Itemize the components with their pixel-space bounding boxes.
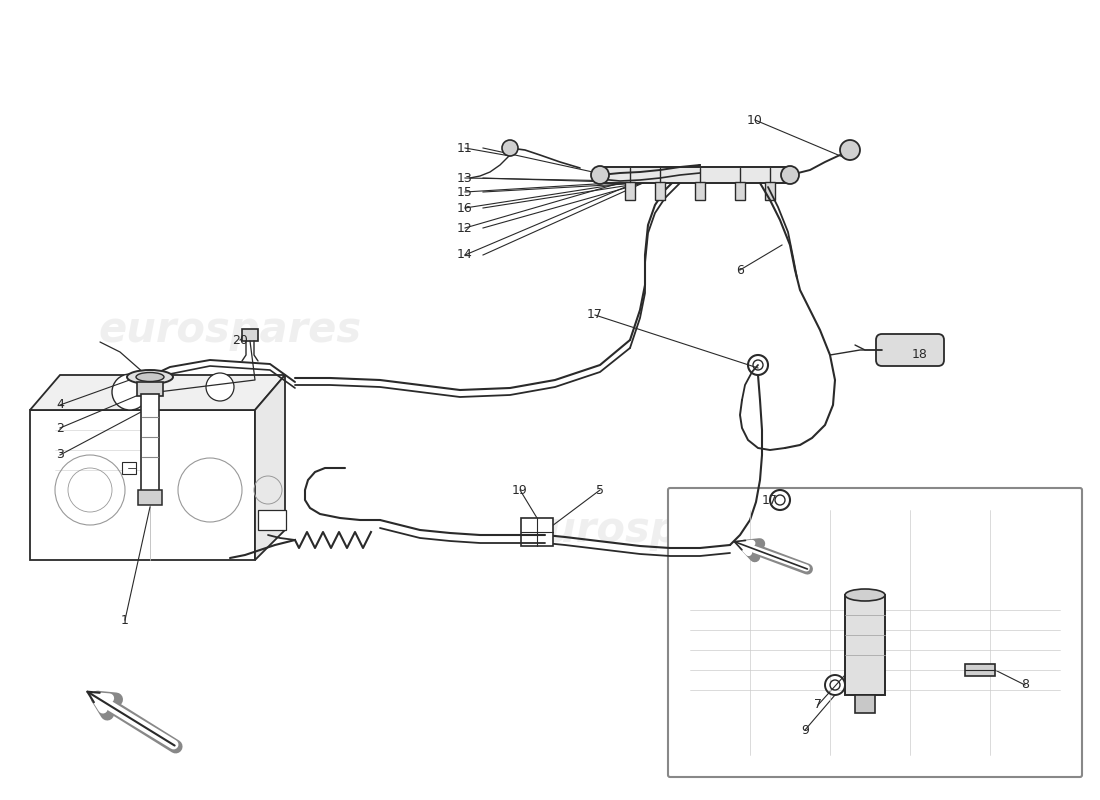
Text: eurospares: eurospares (98, 309, 362, 351)
Bar (654, 182, 666, 200)
Bar (764, 182, 776, 200)
Bar (141, 394, 160, 494)
Text: 15: 15 (458, 186, 473, 198)
Text: 9: 9 (801, 723, 808, 737)
Text: 4: 4 (56, 398, 64, 411)
Bar (138, 382, 163, 396)
Bar (965, 664, 996, 676)
Bar (600, 167, 790, 183)
Text: 7: 7 (814, 698, 822, 711)
Text: 3: 3 (56, 449, 64, 462)
Circle shape (502, 140, 518, 156)
Bar (242, 329, 258, 341)
Circle shape (781, 166, 799, 184)
Polygon shape (255, 375, 285, 560)
Text: 8: 8 (1021, 678, 1028, 691)
Text: 20: 20 (232, 334, 248, 346)
Text: 13: 13 (458, 171, 473, 185)
Circle shape (112, 374, 148, 410)
FancyBboxPatch shape (876, 334, 944, 366)
Text: 14: 14 (458, 249, 473, 262)
Bar (138, 490, 162, 505)
Ellipse shape (136, 373, 164, 382)
Circle shape (206, 373, 234, 401)
Text: 17: 17 (587, 309, 603, 322)
Text: 16: 16 (458, 202, 473, 214)
Bar (521, 518, 553, 546)
Bar (855, 695, 875, 713)
Text: 6: 6 (736, 263, 744, 277)
Polygon shape (30, 410, 255, 560)
Bar (122, 462, 136, 474)
Bar (845, 595, 886, 695)
Bar (735, 182, 745, 200)
Text: 10: 10 (747, 114, 763, 126)
Text: 5: 5 (596, 483, 604, 497)
Text: 18: 18 (912, 349, 928, 362)
Polygon shape (30, 375, 285, 410)
Text: 19: 19 (513, 483, 528, 497)
Bar (695, 182, 705, 200)
Ellipse shape (845, 589, 886, 601)
Text: eurospares: eurospares (518, 509, 782, 551)
Text: 11: 11 (458, 142, 473, 154)
Circle shape (591, 166, 609, 184)
Bar (625, 182, 635, 200)
Circle shape (840, 140, 860, 160)
Text: 1: 1 (121, 614, 129, 626)
Text: 17: 17 (762, 494, 778, 506)
Text: 2: 2 (56, 422, 64, 434)
FancyBboxPatch shape (668, 488, 1082, 777)
Bar (258, 510, 286, 530)
Ellipse shape (126, 370, 173, 384)
Text: 12: 12 (458, 222, 473, 234)
